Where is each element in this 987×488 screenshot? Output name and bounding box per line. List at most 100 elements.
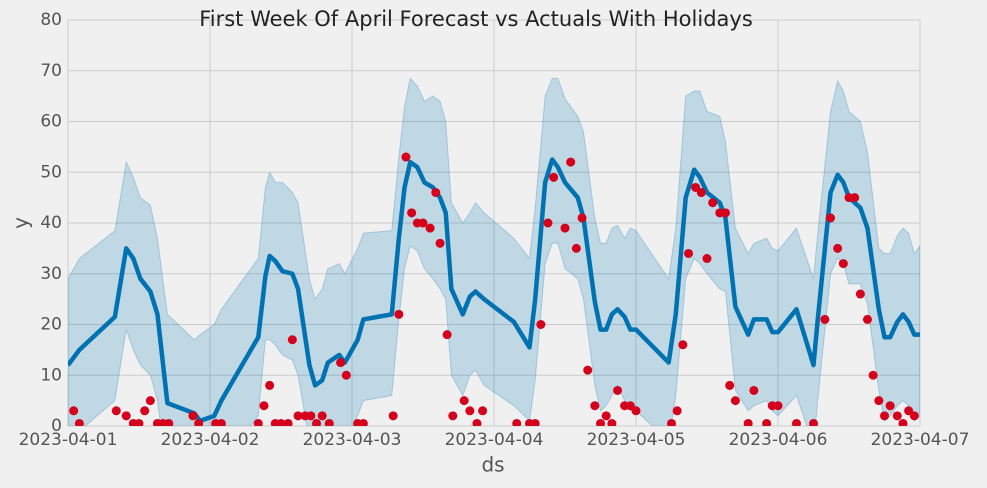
actual-point (536, 320, 546, 329)
uncertainty-band (68, 77, 920, 426)
y-tick-label: 70 (40, 61, 62, 81)
actual-point (667, 418, 676, 426)
actual-point (425, 223, 435, 233)
actual-point (164, 418, 174, 426)
actual-point (418, 218, 428, 228)
y-tick-label: 20 (40, 315, 62, 335)
actual-point (613, 385, 623, 395)
actual-point (762, 418, 772, 426)
actual-point (253, 418, 263, 426)
actual-point (512, 418, 522, 426)
actual-point (69, 406, 79, 416)
y-tick-label: 0 (51, 416, 62, 436)
actual-point (820, 314, 830, 324)
actual-point (833, 243, 843, 253)
actual-point (838, 259, 848, 269)
actual-point (880, 411, 889, 421)
actual-point (696, 188, 706, 198)
actual-point (868, 370, 878, 380)
actual-point (459, 396, 469, 406)
actual-point (809, 418, 818, 426)
actual-point (265, 380, 275, 390)
forecast-line (68, 157, 920, 424)
y-tick-label: 40 (40, 213, 62, 233)
y-tick-label: 80 (40, 10, 62, 30)
x-tick-label: 2023-04-02 (161, 430, 260, 450)
actual-point (448, 411, 458, 421)
actual-point (388, 411, 398, 421)
chart-title: First Week Of April Forecast vs Actuals … (199, 7, 753, 31)
actual-point (283, 418, 293, 426)
actual-point (435, 238, 445, 248)
x-tick-label: 2023-04-01 (19, 430, 118, 450)
actual-point (287, 335, 297, 345)
actual-point (188, 411, 198, 421)
x-tick-label: 2023-04-07 (871, 430, 970, 450)
actual-point (791, 418, 801, 426)
actual-point (720, 208, 730, 218)
actual-point (855, 289, 865, 299)
actual-point (341, 370, 351, 380)
actual-point (74, 418, 84, 426)
actual-point (259, 401, 269, 411)
x-tick-label: 2023-04-06 (729, 430, 828, 450)
actual-point (317, 411, 327, 421)
actual-point (336, 358, 346, 368)
actual-point (826, 213, 836, 223)
actual-point (293, 411, 303, 421)
actual-point (892, 411, 902, 421)
plot-area (68, 77, 920, 426)
actual-point (862, 314, 872, 324)
actual-point (111, 406, 121, 416)
actual-point (607, 418, 617, 426)
actual-point (885, 401, 895, 411)
actual-point (672, 406, 682, 416)
actual-point (324, 418, 334, 426)
y-tick-label: 60 (40, 112, 62, 132)
actual-point (749, 385, 759, 395)
actual-point (472, 418, 482, 426)
actual-point (601, 411, 611, 421)
actual-point (312, 418, 321, 426)
actual-point (874, 396, 884, 406)
grid (67, 19, 921, 427)
actual-point (530, 418, 540, 426)
actual-point (358, 418, 368, 426)
actual-point (708, 198, 718, 208)
actual-point (590, 401, 600, 411)
actual-point (702, 254, 712, 264)
actual-point (407, 208, 417, 218)
actual-point (194, 418, 204, 426)
actual-point (306, 411, 316, 421)
actual-point (549, 172, 559, 182)
actual-point (678, 340, 688, 350)
actual-point (465, 406, 475, 416)
actual-point (583, 365, 593, 375)
actual-point (121, 411, 131, 421)
actual-point (577, 213, 587, 223)
actual-point (571, 243, 581, 253)
actual-point (140, 406, 150, 416)
actual-point (725, 380, 735, 390)
actual-point (730, 396, 740, 406)
actual-point (401, 152, 411, 162)
y-tick-label: 30 (40, 264, 62, 284)
actual-point (478, 406, 488, 416)
actual-point (276, 418, 286, 426)
actual-point (743, 418, 753, 426)
actual-point (394, 309, 404, 319)
actual-point (773, 401, 783, 411)
actual-point (850, 193, 860, 203)
x-tick-label: 2023-04-03 (303, 430, 402, 450)
actual-point (684, 248, 694, 258)
actual-point (442, 330, 452, 340)
y-axis-label: y (9, 217, 33, 229)
y-tick-label: 50 (40, 162, 62, 182)
actual-point (560, 223, 570, 233)
actual-point (145, 396, 155, 406)
actual-point (216, 418, 226, 426)
actual-point (898, 418, 908, 426)
x-tick-label: 2023-04-05 (587, 430, 686, 450)
